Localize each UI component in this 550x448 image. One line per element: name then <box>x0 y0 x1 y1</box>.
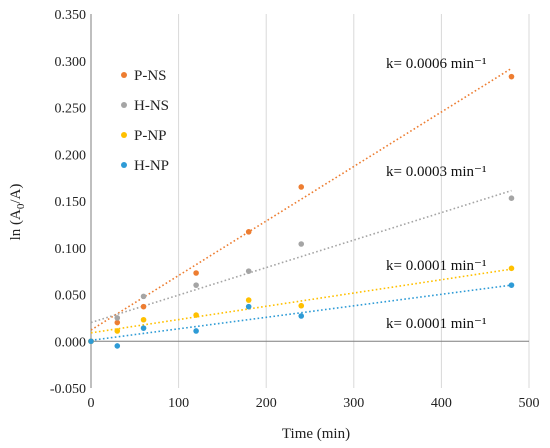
data-point-p-ns <box>298 184 305 190</box>
legend-marker-p-ns <box>121 72 127 78</box>
data-point-h-np <box>193 328 199 334</box>
trendline-layer <box>90 67 512 342</box>
legend: P-NS H-NS P-NP H-NP <box>121 68 169 174</box>
y-tick-label: 0.250 <box>55 102 87 117</box>
legend-label-h-np: H-NP <box>134 158 169 174</box>
axis-layer: -0.050 0.000 0.050 0.100 0.150 0.200 0.250 0.30… <box>50 8 540 411</box>
data-point-p-np <box>193 312 199 318</box>
y-tick-label: 0.150 <box>55 195 87 210</box>
data-point-h-np <box>245 303 252 310</box>
y-axis-title-main: ln (A <box>8 209 24 240</box>
x-tick-label: 100 <box>168 396 189 411</box>
legend-marker-h-ns <box>121 102 127 108</box>
data-point-h-np <box>140 325 147 331</box>
data-point-h-np <box>298 313 305 319</box>
data-point-p-np <box>245 297 252 303</box>
data-point-p-ns <box>245 229 252 235</box>
x-tick-label: 400 <box>431 396 452 411</box>
data-point-h-np <box>88 338 94 345</box>
legend-label-p-np: P-NP <box>134 128 167 144</box>
x-tick-label: 500 <box>519 396 540 411</box>
y-axis-title-tail: /A) <box>8 184 24 204</box>
k-annotation-p-np: k= 0.0001 min⁻¹ <box>386 258 486 274</box>
x-tick-label: 300 <box>343 396 364 411</box>
data-point-p-ns <box>114 319 121 326</box>
k-annotation-p-ns: k= 0.0006 min⁻¹ <box>386 56 486 72</box>
grid-layer <box>178 14 530 388</box>
y-axis-title-subscript: 0 <box>15 203 27 209</box>
x-axis-title: Time (min) <box>282 426 350 442</box>
legend-label-h-ns: H-NS <box>134 98 169 114</box>
data-point-p-ns <box>193 270 199 276</box>
trendline-p-ns <box>90 67 512 331</box>
data-point-p-np <box>298 302 305 309</box>
data-point-p-ns <box>508 73 515 80</box>
y-tick-label: -0.050 <box>50 382 86 397</box>
data-point-p-np <box>508 265 515 272</box>
data-point-p-np <box>114 328 121 334</box>
annotation-layer: k= 0.0006 min⁻¹ k= 0.0003 min⁻¹ k= 0.0001 … <box>386 56 486 332</box>
legend-label-p-ns: P-NS <box>134 68 167 84</box>
trendline-p-np <box>90 268 512 334</box>
x-tick-label: 200 <box>256 396 277 411</box>
data-point-h-ns <box>140 293 147 300</box>
data-point-p-np <box>140 316 147 323</box>
y-tick-label: 0.200 <box>55 148 87 163</box>
trendline-h-ns <box>90 189 512 324</box>
y-tick-label: 0.050 <box>55 289 87 304</box>
data-point-h-ns <box>508 195 515 201</box>
data-point-layer <box>88 73 515 349</box>
y-tick-label: 0.300 <box>55 55 87 70</box>
trendline-h-np <box>90 284 512 342</box>
data-point-h-ns <box>245 268 252 274</box>
data-point-h-ns <box>193 282 199 288</box>
k-annotation-h-ns: k= 0.0003 min⁻¹ <box>386 164 486 180</box>
data-point-h-np <box>114 343 121 349</box>
y-tick-label: 0.100 <box>55 242 87 257</box>
data-point-h-np <box>508 282 515 288</box>
legend-marker-h-np <box>121 162 127 168</box>
legend-marker-p-np <box>121 132 127 138</box>
y-tick-label: 0.000 <box>55 335 87 350</box>
data-point-p-ns <box>140 303 147 310</box>
x-tick-label: 0 <box>88 396 95 411</box>
data-point-h-ns <box>114 315 121 321</box>
y-axis-title: ln (A0/A) <box>8 184 27 241</box>
k-annotation-h-np: k= 0.0001 min⁻¹ <box>386 316 486 332</box>
data-point-h-ns <box>298 241 305 247</box>
y-tick-label: 0.350 <box>55 8 87 23</box>
